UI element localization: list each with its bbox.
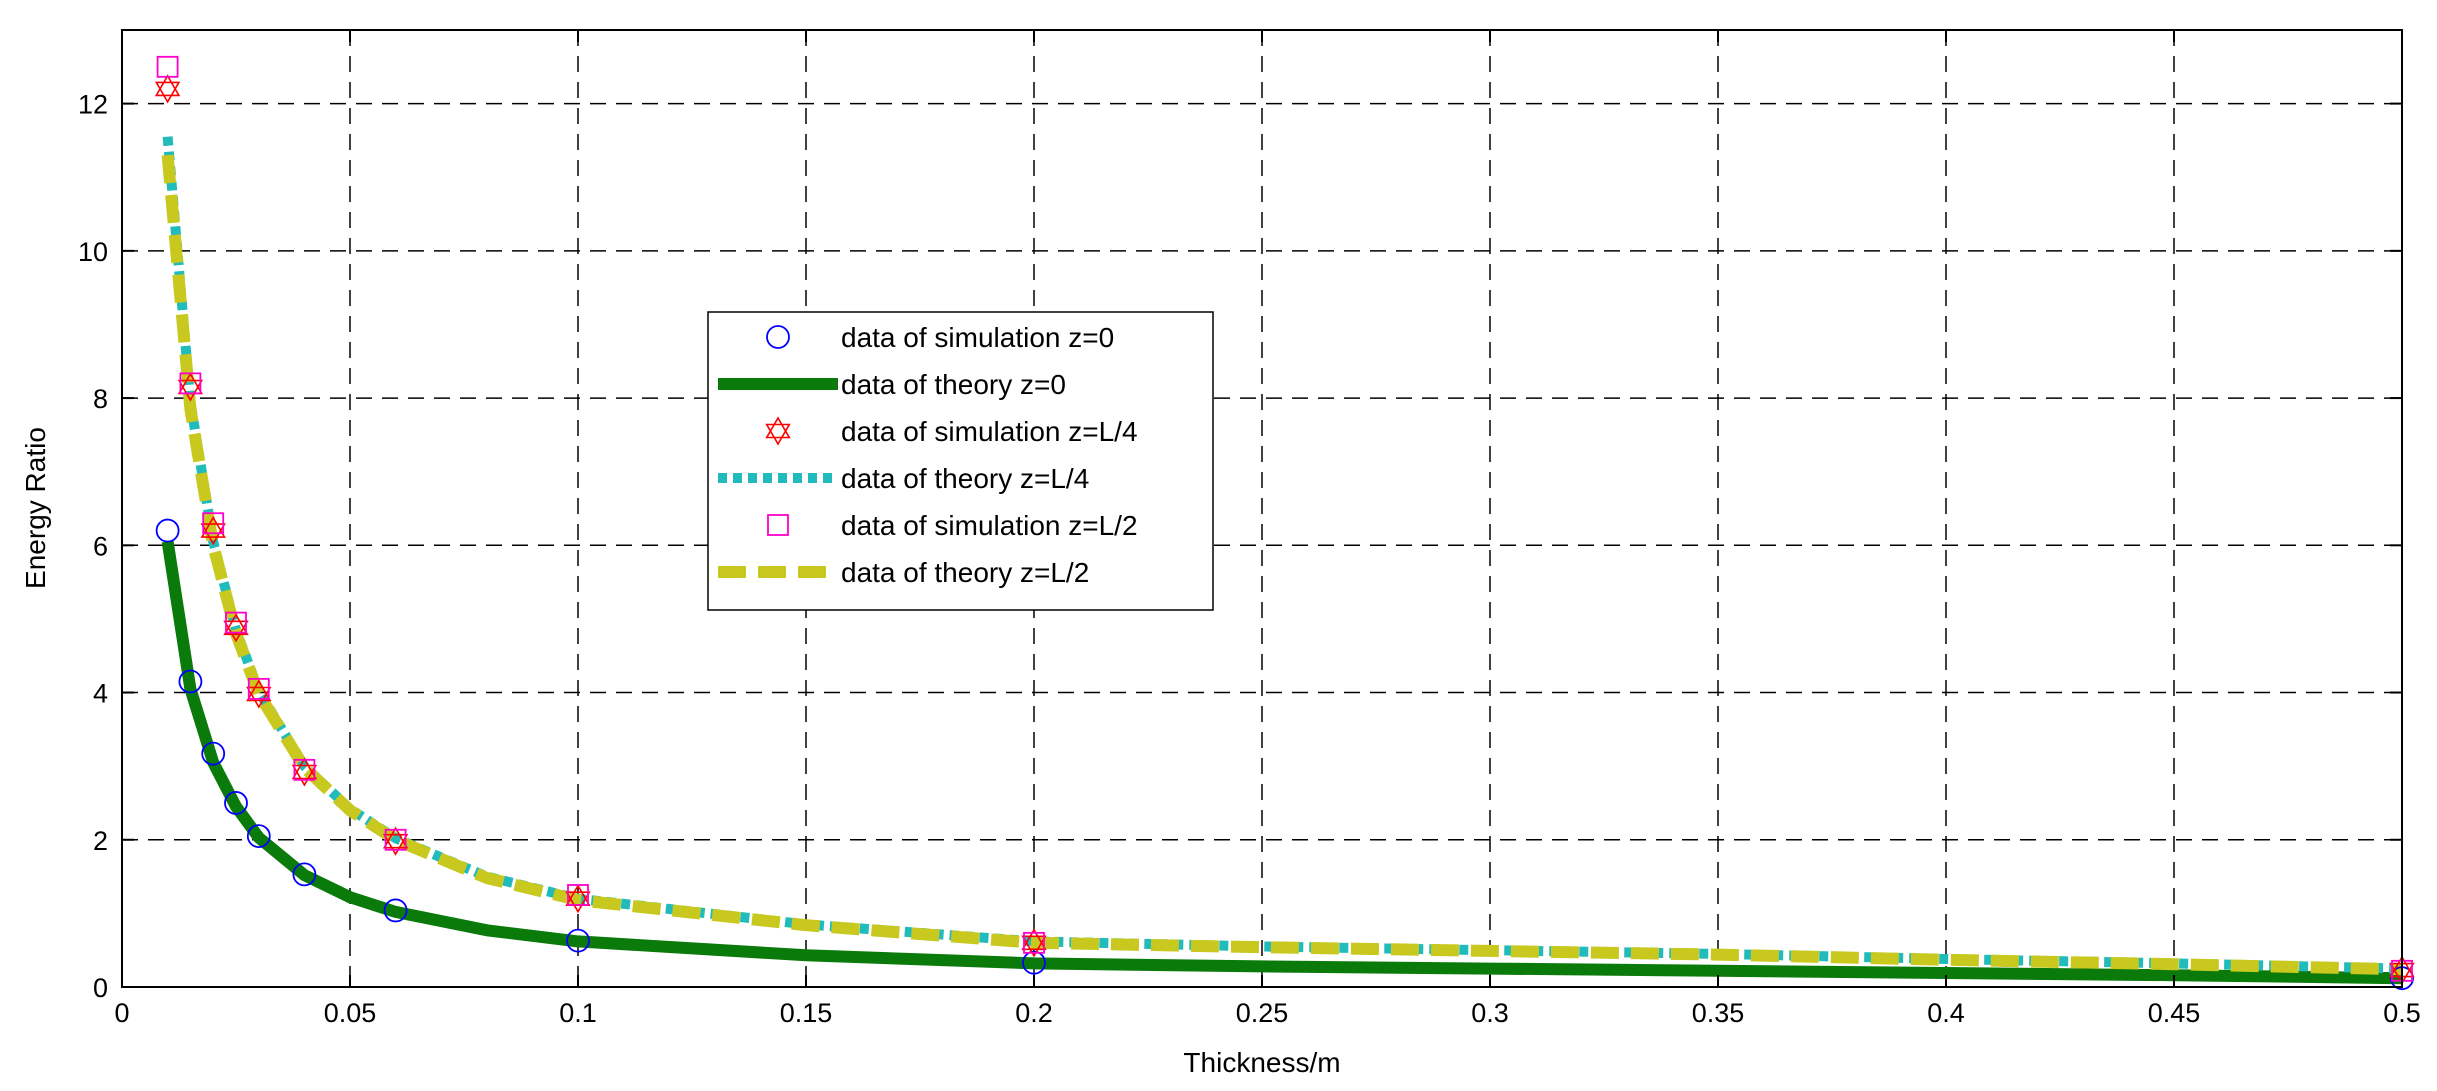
series-2-point <box>223 613 249 643</box>
x-tick-label: 0.5 <box>2383 998 2421 1028</box>
y-axis-label: Energy Ratio <box>20 427 51 589</box>
series-0-point <box>155 518 180 543</box>
series-0-point <box>383 898 408 923</box>
y-tick-label: 6 <box>93 531 108 561</box>
legend-swatch-marker <box>765 416 791 446</box>
series-4-point <box>156 55 179 78</box>
y-tick-label: 0 <box>93 973 108 1003</box>
series-0-point <box>178 669 203 694</box>
series-2-point <box>291 757 318 787</box>
y-tick-label: 12 <box>78 90 108 120</box>
series-4-point <box>567 884 589 906</box>
legend-label: data of simulation z=L/2 <box>841 510 1138 541</box>
x-tick-label: 0 <box>114 998 129 1028</box>
y-tick-label: 10 <box>78 237 108 267</box>
legend-swatch-marker <box>767 514 789 536</box>
legend-label: data of theory z=L/2 <box>841 557 1089 588</box>
x-tick-label: 0.3 <box>1471 998 1509 1028</box>
series-2-point <box>246 679 272 709</box>
legend-label: data of theory z=L/4 <box>841 463 1089 494</box>
x-tick-label: 0.1 <box>559 998 597 1028</box>
axis-ticks: 0 0.05 0.1 0.15 0.2 0.25 0.3 0.35 0.4 0.45 0.5 0 2 4 6… <box>78 30 2421 1028</box>
series-0-point <box>201 741 226 766</box>
series-4-point <box>247 677 270 700</box>
x-tick-label: 0.15 <box>780 998 833 1028</box>
legend-label: data of simulation z=L/4 <box>841 416 1138 447</box>
legend-label: data of simulation z=0 <box>841 322 1114 353</box>
series-0-point <box>1022 950 1046 975</box>
series-layer <box>154 55 2415 991</box>
series-4-point <box>384 828 407 851</box>
series-0-point <box>246 824 271 848</box>
x-tick-label: 0.2 <box>1015 998 1053 1028</box>
series-2-point <box>382 826 409 856</box>
series-4-point <box>179 372 202 395</box>
series-0-point <box>224 791 248 815</box>
legend-box <box>707 311 1214 611</box>
series-0-point <box>292 862 317 887</box>
series-4-point <box>293 758 316 781</box>
series-line-5 <box>161 154 2403 976</box>
series-4-point <box>1023 931 1045 954</box>
legend: data of simulation z=0 data of theory z=0… <box>707 311 1214 611</box>
series-line-1 <box>161 540 2403 985</box>
series-2-point <box>154 74 181 104</box>
y-tick-label: 8 <box>93 384 108 414</box>
x-tick-label: 0.05 <box>324 998 377 1028</box>
x-axis-label: Thickness/m <box>1183 1047 1340 1078</box>
series-0-point <box>566 928 590 953</box>
y-tick-label: 2 <box>93 826 108 856</box>
x-tick-label: 0.25 <box>1236 998 1289 1028</box>
y-tick-label: 4 <box>93 679 108 709</box>
series-4-point <box>225 611 247 634</box>
series-2-point <box>1021 928 1047 958</box>
series-4-point <box>202 512 225 535</box>
x-tick-label: 0.35 <box>1692 998 1745 1028</box>
legend-swatch-marker <box>766 325 790 349</box>
legend-label: data of theory z=0 <box>841 369 1066 400</box>
x-tick-label: 0.45 <box>2148 998 2201 1028</box>
x-tick-label: 0.4 <box>1927 998 1965 1028</box>
